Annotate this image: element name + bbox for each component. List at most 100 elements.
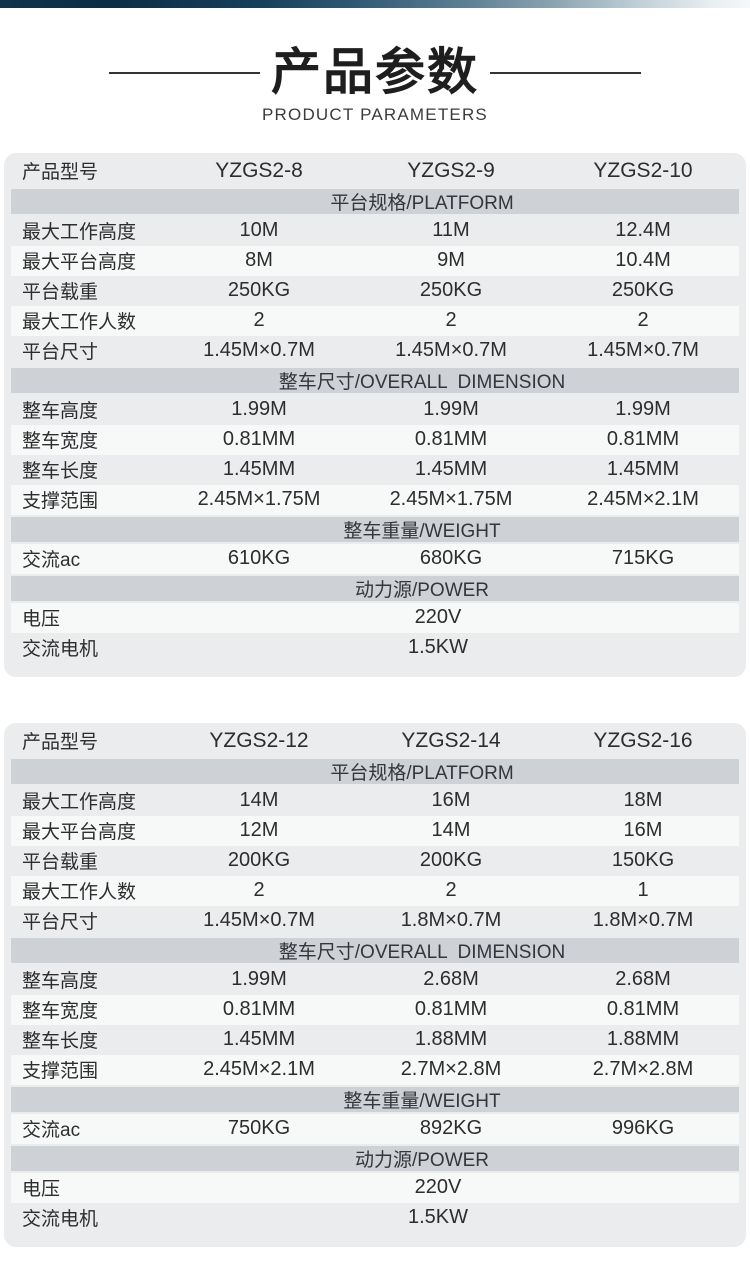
product-model-label: 产品型号: [22, 162, 99, 183]
section-band-label: 动力源/POWER: [354, 579, 490, 601]
cell-value: 2: [445, 309, 457, 331]
cell-value: 892KG: [419, 1117, 483, 1139]
cell-value: 12M: [239, 819, 279, 841]
spec-row: 支撑范围 2.45M×2.1M 2.7M×2.8M 2.7M×2.8M: [11, 1054, 739, 1085]
spec-row: 整车高度 1.99M 2.68M 2.68M: [11, 965, 739, 995]
spec-table-2: 产品型号 YZGS2-12 YZGS2-14 YZGS2-16 平台规格/PLATFOR…: [4, 722, 746, 1247]
cell-value: 1.45M×0.7M: [587, 339, 699, 361]
section-band: 整车尺寸/OVERALL DIMENSION: [11, 937, 739, 963]
row-label: 交流ac: [22, 1120, 81, 1141]
cell-value: 0.81MM: [222, 428, 296, 450]
spec-row: 整车长度 1.45MM 1.45MM 1.45MM: [11, 455, 739, 485]
cell-value: 1.8M×0.7M: [400, 909, 502, 931]
spec-row: 支撑范围 2.45M×1.75M 2.45M×1.75M 2.45M×2.1M: [11, 484, 739, 515]
row-label: 支撑范围: [22, 491, 99, 512]
cell-value: 250KG: [611, 279, 675, 301]
row-label: 最大平台高度: [22, 252, 137, 273]
cell-value: 2: [637, 309, 649, 331]
spec-row: 平台载重 250KG 250KG 250KG: [11, 276, 739, 306]
cell-value: 200KG: [227, 849, 291, 871]
cell-value: 0.81MM: [606, 428, 680, 450]
section-band-label: 平台规格/PLATFORM: [330, 762, 514, 784]
cell-value: 150KG: [611, 849, 675, 871]
model-column-header: YZGS2-12: [209, 728, 309, 752]
cell-value: 8M: [245, 249, 273, 271]
spec-table-1: 产品型号 YZGS2-8 YZGS2-9 YZGS2-10 平台规格/PLATFORM 最…: [4, 152, 746, 677]
cell-value: 2: [253, 879, 265, 901]
row-label: 平台载重: [22, 852, 99, 873]
section-band-label: 动力源/POWER: [354, 1149, 490, 1171]
cell-value: 2.45M×2.1M: [203, 1058, 315, 1080]
row-label: 整车长度: [22, 1031, 99, 1052]
cell-value: 1.99M: [231, 968, 287, 990]
spec-row: 最大工作人数 2 2 2: [11, 305, 739, 336]
spec-row: 最大平台高度 12M 14M 16M: [11, 815, 739, 846]
spec-row: 交流ac 750KG 892KG 996KG: [11, 1113, 739, 1144]
row-label: 最大工作人数: [22, 882, 137, 903]
row-label: 最大工作高度: [22, 222, 137, 243]
cell-value: 14M: [239, 789, 279, 811]
cell-value: 11M: [432, 219, 470, 241]
spec-row: 平台载重 200KG 200KG 150KG: [11, 846, 739, 876]
section-band-label: 平台规格/PLATFORM: [330, 192, 514, 214]
cell-value: 1.99M: [231, 398, 287, 420]
model-column-header: YZGS2-14: [401, 728, 501, 752]
cell-value: 2: [445, 879, 457, 901]
cell-value: 610KG: [227, 547, 291, 569]
model-column-header: YZGS2-10: [593, 158, 693, 182]
spec-row: 电压 220V: [11, 1172, 739, 1203]
row-label: 整车宽度: [22, 431, 99, 452]
row-label: 最大工作高度: [22, 792, 137, 813]
spec-row: 整车宽度 0.81MM 0.81MM 0.81MM: [11, 424, 739, 455]
cell-value: 0.81MM: [414, 428, 488, 450]
row-label: 平台载重: [22, 282, 99, 303]
cell-value: 16M: [623, 819, 663, 841]
page-title: 产品参数: [271, 44, 479, 100]
spec-row: 最大工作高度 14M 16M 18M: [11, 786, 739, 816]
cell-value: 14M: [431, 819, 471, 841]
cell-value: 250KG: [227, 279, 291, 301]
section-band-label: 整车尺寸/OVERALL DIMENSION: [278, 371, 566, 393]
title-row: 产品参数: [0, 44, 750, 102]
merged-value: 1.5KW: [407, 636, 469, 658]
cell-value: 2.45M×2.1M: [587, 488, 699, 510]
row-label: 交流电机: [22, 639, 99, 660]
spec-row: 平台尺寸 1.45M×0.7M 1.8M×0.7M 1.8M×0.7M: [11, 906, 739, 936]
cell-value: 2.7M×2.8M: [592, 1058, 694, 1080]
section-band: 动力源/POWER: [11, 1145, 739, 1171]
product-model-label: 产品型号: [22, 732, 99, 753]
cell-value: 18M: [623, 789, 663, 811]
section-band: 整车尺寸/OVERALL DIMENSION: [11, 367, 739, 393]
model-column-header: YZGS2-8: [215, 158, 303, 182]
cell-value: 1.45MM: [606, 458, 680, 480]
cell-value: 1.45M×0.7M: [203, 909, 315, 931]
row-label: 平台尺寸: [22, 912, 99, 933]
spec-row: 整车宽度 0.81MM 0.81MM 0.81MM: [11, 994, 739, 1025]
cell-value: 10M: [239, 219, 279, 241]
page-header: 产品参数 PRODUCT PARAMETERS: [0, 44, 750, 125]
cell-value: 0.81MM: [222, 998, 296, 1020]
cell-value: 0.81MM: [414, 998, 488, 1020]
row-label: 交流ac: [22, 550, 81, 571]
row-label: 整车高度: [22, 971, 99, 992]
cell-value: 12.4M: [615, 219, 671, 241]
title-line-right: [490, 71, 641, 74]
cell-value: 9M: [437, 249, 465, 271]
row-label: 最大工作人数: [22, 312, 137, 333]
cell-value: 2.68M: [615, 968, 671, 990]
cell-value: 16M: [431, 789, 471, 811]
spec-row: 平台尺寸 1.45M×0.7M 1.45M×0.7M 1.45M×0.7M: [11, 336, 739, 366]
spec-row: 交流电机 1.5KW: [11, 1203, 739, 1233]
title-line-left: [109, 71, 260, 74]
spec-row: 整车高度 1.99M 1.99M 1.99M: [11, 395, 739, 425]
row-label: 整车高度: [22, 401, 99, 422]
spec-row: 整车长度 1.45MM 1.88MM 1.88MM: [11, 1025, 739, 1055]
cell-value: 1.45MM: [222, 1028, 296, 1050]
cell-value: 0.81MM: [606, 998, 680, 1020]
cell-value: 250KG: [419, 279, 483, 301]
cell-value: 1.45MM: [414, 458, 488, 480]
spec-row: 交流ac 610KG 680KG 715KG: [11, 543, 739, 574]
cell-value: 1.45MM: [222, 458, 296, 480]
cell-value: 1.45M×0.7M: [395, 339, 507, 361]
spec-row: 电压 220V: [11, 602, 739, 633]
